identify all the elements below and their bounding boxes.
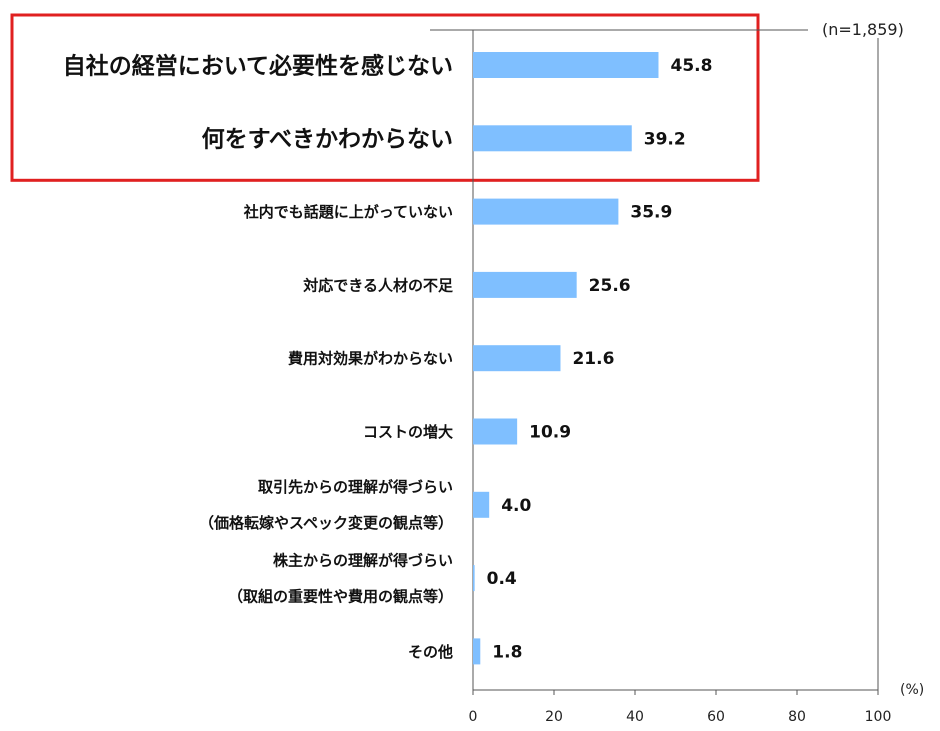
value-label: 35.9 [630,203,672,223]
category-label: 社内でも話題に上がっていない [243,203,453,221]
category-label: その他 [408,643,453,661]
bar [473,125,632,152]
bar [473,565,475,592]
highlight-box [10,13,760,182]
category-label: 対応できる人材の不足 [302,276,454,294]
category-label: 自社の経営において必要性を感じない [63,52,453,79]
bar [473,52,659,78]
x-tick-label: 20 [545,709,563,725]
value-label: 0.4 [487,569,517,589]
category-label: 株主からの理解が得づらい [273,552,453,570]
x-tick-label: 60 [707,709,725,725]
value-label: 10.9 [529,423,571,443]
bar [473,638,481,665]
x-tick-label: 40 [626,709,644,725]
value-label: 4.0 [501,496,531,516]
category-label: 何をすべきかわからない [202,127,453,153]
category-label: （価格転嫁やスペック変更の観点等） [199,514,453,532]
sample-size-note: (n=1,859) [822,20,904,39]
category-label: コストの増大 [363,423,453,441]
value-label: 45.8 [670,56,712,76]
x-tick-label: 0 [469,709,478,725]
category-label: （取組の重要性や費用の観点等） [228,588,453,606]
value-label: 1.8 [492,642,522,662]
category-label: 費用対効果がわからない [288,350,453,368]
x-tick-label: 100 [865,709,892,725]
value-label: 39.2 [644,129,686,149]
value-label: 25.6 [589,276,631,296]
bar [473,345,561,372]
bar [473,271,577,298]
unit-label: (%) [900,682,924,698]
bar [473,418,518,445]
bar [473,198,619,225]
category-label: 取引先からの理解が得づらい [258,478,453,496]
x-tick-label: 80 [788,709,806,725]
value-label: 21.6 [572,349,614,369]
bar [473,491,490,518]
